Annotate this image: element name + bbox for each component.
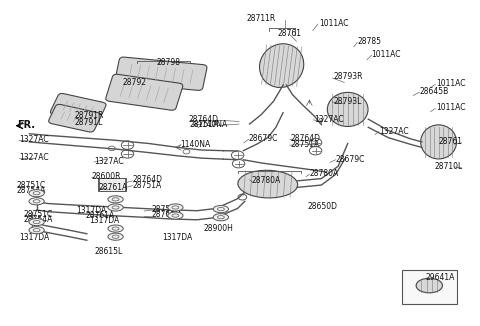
Text: 28764D: 28764D xyxy=(132,175,162,185)
Text: 28710L: 28710L xyxy=(434,162,463,171)
Ellipse shape xyxy=(213,214,228,221)
Text: 28761: 28761 xyxy=(439,137,463,146)
Text: 1317DA: 1317DA xyxy=(76,206,107,215)
Text: 28679C: 28679C xyxy=(336,155,365,164)
Text: 28780A: 28780A xyxy=(252,176,281,185)
Text: 1011AC: 1011AC xyxy=(436,79,466,88)
Text: 28600R: 28600R xyxy=(92,172,121,181)
FancyBboxPatch shape xyxy=(48,104,101,132)
Ellipse shape xyxy=(213,205,228,213)
Text: 28650D: 28650D xyxy=(307,202,337,211)
Text: 1327AC: 1327AC xyxy=(94,157,124,166)
Text: 28761A: 28761A xyxy=(86,211,115,220)
Ellipse shape xyxy=(168,212,183,219)
FancyBboxPatch shape xyxy=(115,57,207,90)
Text: 28900H: 28900H xyxy=(204,224,233,233)
Text: 1317DA: 1317DA xyxy=(89,216,120,225)
Ellipse shape xyxy=(108,233,123,240)
Bar xyxy=(402,270,457,304)
Text: 1011AC: 1011AC xyxy=(436,103,466,112)
Text: 28615L: 28615L xyxy=(94,247,122,256)
Text: 1317DA: 1317DA xyxy=(162,232,192,242)
Ellipse shape xyxy=(29,227,44,234)
Text: 28791L: 28791L xyxy=(75,118,103,127)
Ellipse shape xyxy=(108,196,123,203)
FancyBboxPatch shape xyxy=(98,178,126,191)
Text: 28679C: 28679C xyxy=(249,134,278,143)
Ellipse shape xyxy=(108,225,123,232)
Text: 28764D: 28764D xyxy=(290,134,320,143)
Ellipse shape xyxy=(29,190,44,197)
Text: 28792: 28792 xyxy=(123,78,147,87)
Text: 28764D: 28764D xyxy=(152,210,181,219)
Text: 28780A: 28780A xyxy=(310,169,339,178)
FancyBboxPatch shape xyxy=(50,94,106,124)
Ellipse shape xyxy=(168,204,183,211)
Ellipse shape xyxy=(108,204,123,211)
Text: 1327AC: 1327AC xyxy=(379,127,408,136)
Ellipse shape xyxy=(29,198,44,205)
FancyBboxPatch shape xyxy=(106,74,183,110)
Ellipse shape xyxy=(238,170,298,198)
Ellipse shape xyxy=(416,278,443,293)
Ellipse shape xyxy=(260,44,304,87)
Text: 28793L: 28793L xyxy=(333,97,362,106)
Text: 28751A: 28751A xyxy=(189,120,218,129)
Text: FR.: FR. xyxy=(17,120,36,130)
Text: 1327AC: 1327AC xyxy=(19,153,48,162)
Text: 28645B: 28645B xyxy=(420,87,449,96)
Text: 1140NA: 1140NA xyxy=(180,140,210,149)
Text: 1011AC: 1011AC xyxy=(319,19,348,28)
Text: 1140NA: 1140NA xyxy=(197,120,227,128)
Text: 28754A: 28754A xyxy=(16,186,46,195)
Text: 28785: 28785 xyxy=(357,37,381,46)
Text: 28793R: 28793R xyxy=(333,72,363,82)
Text: 28751A: 28751A xyxy=(290,140,320,149)
Text: 28751A: 28751A xyxy=(132,181,162,190)
Ellipse shape xyxy=(29,218,44,226)
Text: 28791R: 28791R xyxy=(75,111,104,120)
Text: 29641A: 29641A xyxy=(425,273,455,282)
Ellipse shape xyxy=(327,92,368,126)
Text: 1327AC: 1327AC xyxy=(19,135,48,144)
Text: 28798: 28798 xyxy=(156,58,180,67)
Text: 28751A: 28751A xyxy=(152,205,180,214)
Text: 28711R: 28711R xyxy=(247,14,276,23)
Text: 1317DA: 1317DA xyxy=(19,233,49,242)
Text: 28761A: 28761A xyxy=(99,183,128,192)
Ellipse shape xyxy=(420,125,456,159)
Text: 1327AC: 1327AC xyxy=(314,115,344,124)
Text: 28751C: 28751C xyxy=(24,211,53,219)
Text: 28764D: 28764D xyxy=(189,115,218,124)
Text: 1011AC: 1011AC xyxy=(372,50,401,59)
Text: 28754A: 28754A xyxy=(24,215,53,224)
Text: 28751C: 28751C xyxy=(16,181,45,190)
Text: 28761: 28761 xyxy=(277,29,301,38)
